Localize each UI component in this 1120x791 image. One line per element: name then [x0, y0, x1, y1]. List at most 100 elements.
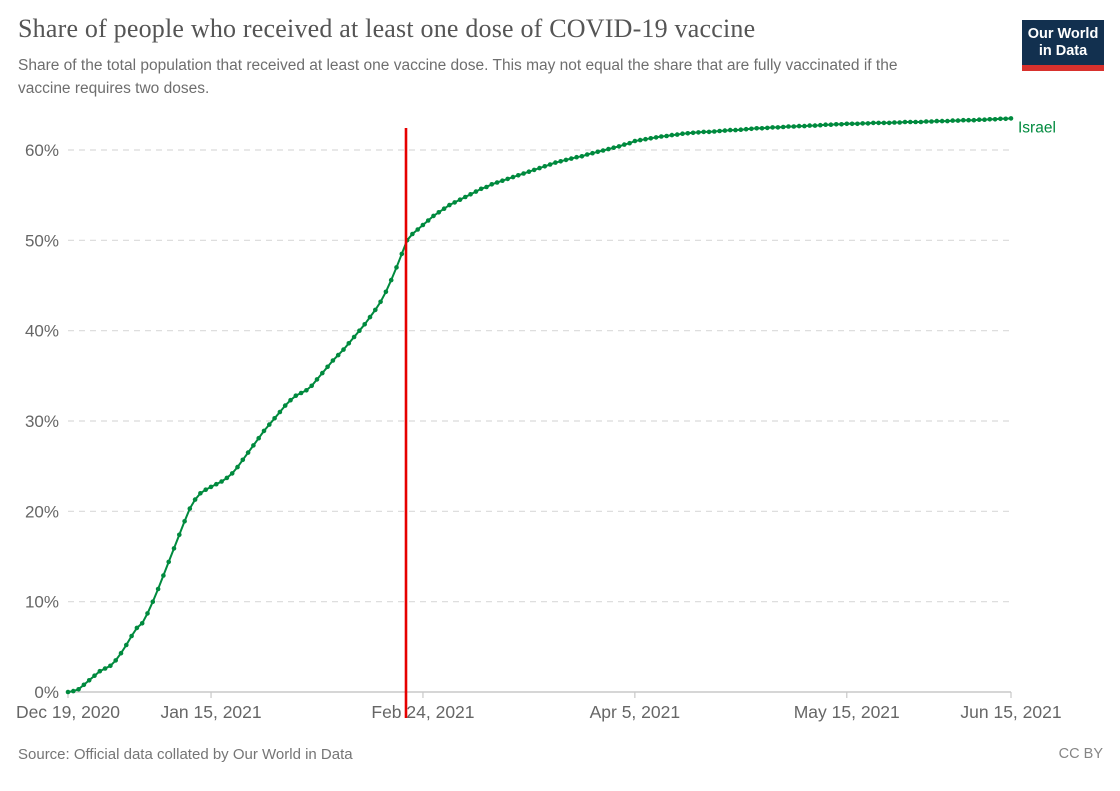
data-point-marker	[818, 122, 823, 128]
data-point-marker	[659, 134, 664, 139]
data-point-marker	[934, 118, 940, 124]
data-point-marker	[733, 127, 738, 133]
data-point-marker	[171, 546, 177, 551]
line-chart-canvas: 0% 10% 20% 30% 40% 50% 60% Dec 19, 2020 Jan 15, …	[16, 116, 1062, 722]
data-point-marker	[802, 123, 807, 129]
data-point-marker	[124, 642, 129, 648]
data-point-marker	[839, 122, 844, 127]
data-point-marker	[139, 621, 145, 626]
data-point-marker	[86, 678, 92, 683]
x-tick-label: Jun 15, 2021	[960, 702, 1061, 722]
data-point-marker	[473, 189, 479, 194]
data-point-marker	[611, 145, 616, 150]
data-point-marker	[722, 128, 728, 133]
data-point-marker	[373, 307, 378, 313]
data-point-marker	[812, 123, 818, 128]
owid-logo-line2: in Data	[1038, 43, 1088, 59]
data-point-marker	[918, 119, 924, 125]
data-point-marker	[415, 227, 421, 232]
data-point-marker	[966, 117, 971, 123]
data-point-marker	[447, 202, 452, 208]
data-point-marker	[214, 481, 219, 487]
data-point-marker	[637, 137, 643, 143]
source-note: Source: Official data collated by Our Wo…	[18, 746, 353, 763]
data-point-marker	[378, 299, 383, 305]
x-tick-label: Apr 5, 2021	[590, 702, 680, 722]
data-point-marker	[961, 117, 966, 123]
data-point-marker	[489, 182, 495, 187]
data-point-marker	[102, 666, 108, 671]
data-point-marker	[65, 689, 71, 695]
data-point-marker	[182, 519, 187, 524]
data-point-marker	[150, 599, 156, 604]
owid-logo-red-bar	[1022, 65, 1104, 71]
data-point-marker	[902, 119, 908, 125]
data-point-marker	[425, 218, 431, 223]
data-point-marker	[828, 122, 834, 127]
data-point-marker	[320, 370, 325, 376]
data-point-marker	[791, 124, 797, 129]
data-point-marker	[357, 328, 362, 334]
data-point-marker	[616, 144, 622, 149]
data-point-marker	[457, 197, 463, 202]
data-point-marker	[505, 176, 511, 182]
data-point-marker	[606, 146, 611, 152]
y-tick-label: 50%	[25, 231, 59, 250]
data-point-marker	[134, 625, 140, 631]
y-tick-label: 0%	[34, 683, 59, 702]
owid-logo: Our World in Data	[1022, 20, 1104, 71]
series-label-israel: Israel	[1018, 119, 1056, 136]
data-point-marker	[161, 573, 166, 578]
data-point-marker	[388, 277, 394, 283]
data-point-marker	[754, 126, 759, 131]
data-point-marker	[240, 457, 246, 463]
data-point-marker	[955, 118, 961, 123]
data-point-marker	[468, 192, 473, 197]
data-point-marker	[648, 136, 654, 141]
data-point-marker	[463, 194, 468, 200]
data-point-marker	[92, 673, 97, 678]
y-tick-label: 30%	[25, 412, 59, 431]
data-point-marker	[807, 123, 812, 128]
data-point-marker	[643, 136, 648, 142]
data-point-marker	[298, 390, 304, 396]
data-point-marker	[653, 135, 659, 140]
data-point-marker	[727, 127, 733, 133]
data-point-marker	[600, 148, 606, 153]
data-point-marker	[341, 347, 346, 352]
data-point-marker	[701, 129, 706, 135]
data-point-marker	[118, 650, 124, 656]
data-point-marker	[1008, 116, 1014, 121]
x-tick-label: Jan 15, 2021	[160, 702, 261, 722]
data-point-marker	[282, 403, 288, 408]
y-tick-label: 10%	[25, 593, 59, 612]
data-point-marker	[494, 180, 500, 185]
data-point-marker	[267, 422, 272, 427]
data-point-marker	[203, 487, 208, 493]
data-point-marker	[309, 383, 315, 389]
data-point-marker	[579, 154, 585, 159]
license-badge[interactable]: CC BY	[1058, 746, 1103, 762]
data-point-marker	[987, 117, 993, 122]
data-point-marker	[108, 663, 113, 669]
data-point-marker	[780, 124, 786, 130]
owid-logo-box: Our World in Data	[1022, 20, 1104, 65]
data-point-marker	[521, 171, 526, 176]
data-point-marker	[177, 532, 182, 538]
data-point-marker	[855, 121, 860, 127]
data-point-marker	[484, 184, 489, 190]
israel-series-line	[67, 117, 1012, 693]
chart-title: Share of people who received at least on…	[18, 14, 756, 43]
data-point-marker	[452, 200, 458, 205]
data-point-marker	[950, 118, 955, 123]
data-point-marker	[399, 251, 405, 257]
data-point-marker	[569, 156, 574, 161]
data-point-marker	[335, 352, 341, 358]
data-point-marker	[786, 124, 791, 129]
data-point-marker	[574, 154, 579, 160]
data-point-marker	[765, 125, 770, 131]
data-point-marker	[881, 120, 887, 126]
data-point-marker	[680, 131, 685, 136]
data-point-marker	[187, 506, 193, 511]
